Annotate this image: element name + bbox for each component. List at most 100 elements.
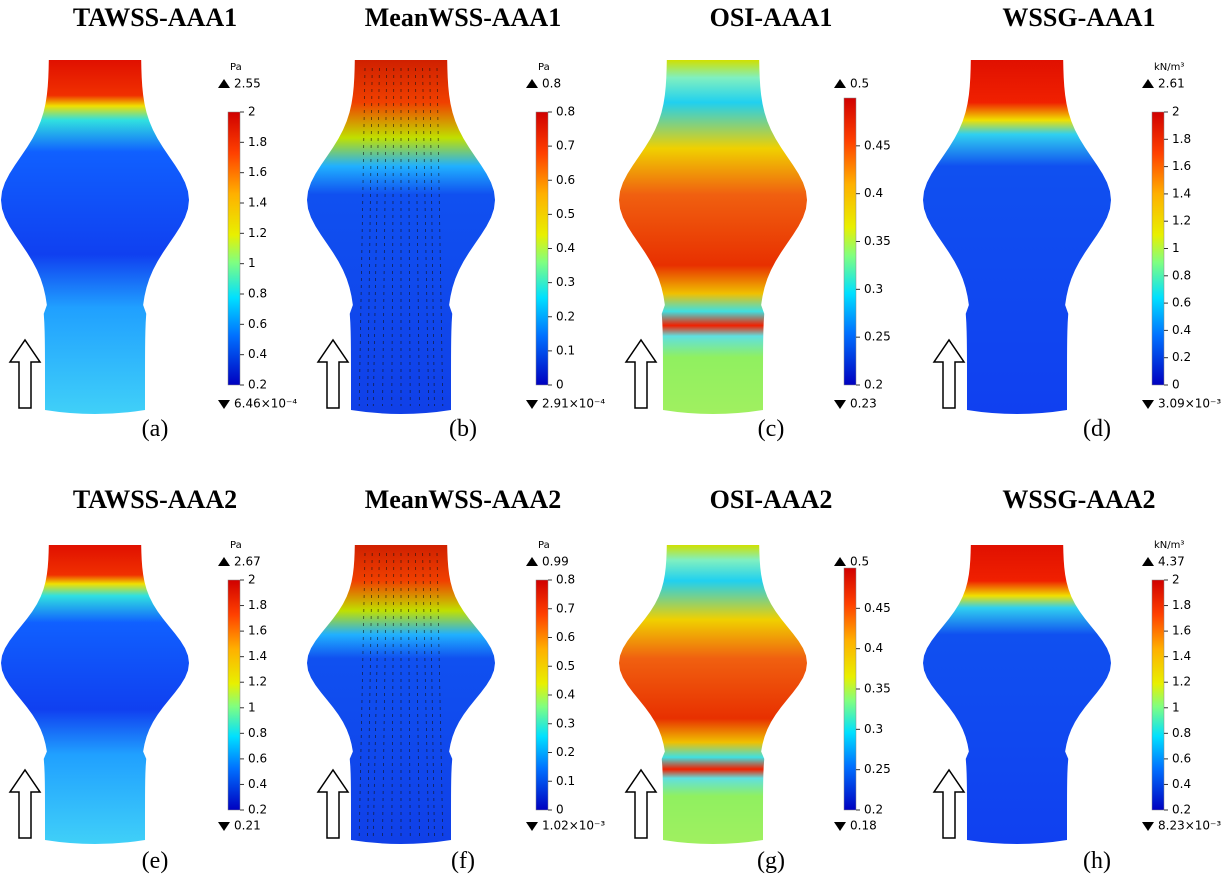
min-marker — [1142, 400, 1154, 409]
colorbar — [1152, 580, 1164, 810]
panel-caption: (a) — [142, 416, 169, 442]
unit-label: kN/m³ — [1154, 540, 1184, 551]
panel-title: MeanWSS-AAA2 — [365, 485, 561, 514]
panel: TAWSS-AAA1(a)21.81.61.41.210.80.60.40.2P… — [1, 3, 297, 442]
colorbar-tick-label: 1.6 — [1172, 624, 1191, 638]
max-marker — [526, 79, 538, 88]
panel: MeanWSS-AAA1(b)0.80.70.60.50.40.30.20.10… — [307, 3, 605, 442]
colorbar-tick-label: 0.6 — [1172, 751, 1191, 765]
colorbar-tick-label: 1.6 — [1172, 159, 1191, 173]
panel-caption: (c) — [758, 416, 785, 442]
colorbar — [228, 580, 240, 810]
colorbar-tick-label: 1.8 — [1172, 132, 1191, 146]
panel-title: OSI-AAA2 — [710, 485, 833, 514]
colorbar-tick-label: 0.4 — [864, 641, 883, 655]
colorbar-tick-label: 1.8 — [1172, 598, 1191, 612]
colorbar — [536, 580, 548, 810]
colorbar-tick-label: 0.8 — [248, 726, 267, 740]
flow-arrow — [934, 770, 964, 838]
colorbar-tick-label: 1.6 — [248, 165, 267, 179]
colorbar-tick-label: 0.3 — [864, 722, 883, 736]
colorbar-tick-label: 1.2 — [1172, 675, 1191, 689]
colorbar — [536, 112, 548, 385]
colorbar-tick-label: 0.6 — [248, 317, 267, 331]
min-marker — [834, 822, 846, 831]
colorbar-tick-label: 0.35 — [864, 682, 891, 696]
colorbar-tick-label: 0.3 — [556, 275, 575, 289]
colorbar-tick-label: 0.2 — [556, 745, 575, 759]
panel: OSI-AAA2(g)0.450.40.350.30.250.20.50.18 — [619, 485, 891, 874]
colorbar-tick-label: 2 — [248, 105, 256, 119]
flow-arrow — [10, 770, 40, 838]
max-label: 4.37 — [1158, 555, 1185, 569]
min-marker — [218, 822, 230, 831]
colorbar-tick-label: 0.8 — [1172, 268, 1191, 282]
colorbar-tick-label: 1 — [1172, 241, 1180, 255]
colorbar-tick-label: 0.4 — [556, 241, 575, 255]
colorbar-tick-label: 0.2 — [1172, 803, 1191, 817]
panel-title: TAWSS-AAA1 — [73, 3, 237, 32]
panel: MeanWSS-AAA2(f)0.80.70.60.50.40.30.20.10… — [307, 485, 605, 874]
min-label: 8.23×10⁻³ — [1158, 819, 1221, 833]
colorbar-tick-label: 0.6 — [1172, 296, 1191, 310]
max-label: 0.5 — [850, 555, 869, 569]
flow-arrow — [626, 340, 656, 408]
max-marker — [526, 557, 538, 566]
colorbar-tick-label: 1 — [1172, 700, 1180, 714]
panel-title: WSSG-AAA1 — [1002, 3, 1155, 32]
panel-caption: (g) — [757, 848, 785, 874]
max-label: 2.67 — [234, 555, 261, 569]
colorbar-tick-label: 0.25 — [864, 762, 891, 776]
colorbar-tick-label: 0.5 — [556, 659, 575, 673]
unit-label: Pa — [538, 540, 550, 551]
unit-label: kN/m³ — [1154, 62, 1184, 73]
colorbar-tick-label: 0.45 — [864, 138, 891, 152]
colorbar-tick-label: 0.2 — [248, 378, 267, 392]
colorbar-tick-label: 0.2 — [864, 378, 883, 392]
colorbar-tick-label: 1 — [248, 700, 256, 714]
colorbar-tick-label: 0.8 — [556, 573, 575, 587]
panel: TAWSS-AAA2(e)21.81.61.41.210.80.60.40.2P… — [1, 485, 267, 874]
colorbar-tick-label: 0.6 — [248, 751, 267, 765]
colorbar-tick-label: 0.4 — [248, 347, 267, 361]
colorbar-tick-label: 0.1 — [556, 774, 575, 788]
flow-arrow — [318, 770, 348, 838]
colorbar-tick-label: 1.4 — [248, 649, 267, 663]
figure: TAWSS-AAA1 (a) 2 1.8 1.6 1.4 1.2 1 0.8 0.6 0.4 0.2 P… — [0, 0, 1231, 876]
panel-title: MeanWSS-AAA1 — [365, 3, 561, 32]
colorbar-tick-label: 1.8 — [248, 135, 267, 149]
colorbar-tick-label: 0.2 — [864, 803, 883, 817]
panel: WSSG-AAA1(d)21.81.61.41.210.80.60.40.20k… — [923, 3, 1221, 442]
colorbar-tick-label: 2 — [1172, 105, 1180, 119]
colorbar-tick-label: 0.2 — [556, 309, 575, 323]
colorbar-tick-label: 0.4 — [1172, 777, 1191, 791]
colorbar-tick-label: 0.2 — [248, 803, 267, 817]
min-marker — [526, 400, 538, 409]
max-label: 2.55 — [234, 77, 261, 91]
colorbar-tick-label: 0.7 — [556, 139, 575, 153]
colorbar-tick-label: 0.1 — [556, 343, 575, 357]
panel-caption: (b) — [449, 416, 477, 442]
colorbar-tick-label: 0.8 — [1172, 726, 1191, 740]
min-label: 1.02×10⁻³ — [542, 819, 605, 833]
max-marker — [834, 79, 846, 88]
max-label: 2.61 — [1158, 77, 1185, 91]
flow-arrow — [934, 340, 964, 408]
min-label: 6.46×10⁻⁴ — [234, 397, 297, 411]
colorbar — [844, 568, 856, 810]
min-label: 0.21 — [234, 819, 261, 833]
flow-arrow — [318, 340, 348, 408]
colorbar-tick-label: 0.3 — [864, 282, 883, 296]
colorbar-tick-label: 2 — [1172, 573, 1180, 587]
colorbar-tick-label: 1.4 — [1172, 186, 1191, 200]
unit-label: Pa — [230, 540, 242, 551]
max-marker — [218, 557, 230, 566]
max-marker — [834, 557, 846, 566]
colorbar-tick-label: 2 — [248, 573, 256, 587]
colorbar-tick-label: 0.4 — [1172, 323, 1191, 337]
min-label: 2.91×10⁻⁴ — [542, 397, 605, 411]
colorbar-tick-label: 0 — [556, 803, 564, 817]
colorbar-tick-label: 0.5 — [556, 207, 575, 221]
colorbar-tick-label: 0.35 — [864, 234, 891, 248]
colorbar-tick-label: 1.2 — [248, 675, 267, 689]
